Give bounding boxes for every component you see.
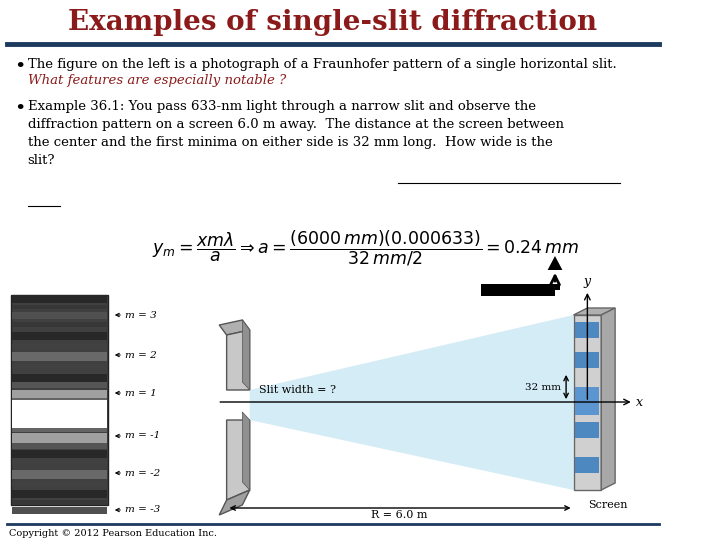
Polygon shape bbox=[227, 420, 250, 500]
Bar bbox=[12, 382, 107, 388]
Text: $y_m = \dfrac{xm\lambda}{a} \Rightarrow a = \dfrac{(6000\,mm)(0.000633)}{32\,mm/: $y_m = \dfrac{xm\lambda}{a} \Rightarrow … bbox=[152, 228, 579, 268]
Bar bbox=[12, 433, 107, 446]
Bar bbox=[12, 428, 107, 432]
Bar bbox=[12, 322, 107, 327]
Bar bbox=[12, 312, 107, 319]
Polygon shape bbox=[227, 330, 250, 390]
Text: R = 6.0 m: R = 6.0 m bbox=[372, 510, 428, 520]
Bar bbox=[12, 507, 107, 514]
Polygon shape bbox=[243, 320, 250, 390]
Text: m = -2: m = -2 bbox=[125, 469, 160, 477]
Text: Slit width = ?: Slit width = ? bbox=[259, 385, 336, 395]
Polygon shape bbox=[219, 320, 250, 335]
FancyArrow shape bbox=[548, 256, 562, 290]
Bar bbox=[12, 398, 107, 402]
Bar bbox=[12, 295, 107, 303]
Text: Copyright © 2012 Pearson Education Inc.: Copyright © 2012 Pearson Education Inc. bbox=[9, 529, 217, 537]
Polygon shape bbox=[250, 315, 574, 490]
Text: Example 36.1: You pass 633-nm light through a narrow slit and observe the
diffra: Example 36.1: You pass 633-nm light thro… bbox=[28, 100, 564, 167]
Bar bbox=[12, 344, 107, 349]
Text: y: y bbox=[584, 275, 591, 288]
Text: x: x bbox=[636, 395, 642, 408]
Bar bbox=[12, 332, 107, 340]
Bar bbox=[12, 352, 107, 361]
Bar bbox=[575, 387, 599, 415]
Bar bbox=[481, 284, 555, 296]
Bar bbox=[575, 322, 599, 338]
Bar bbox=[12, 443, 107, 449]
Text: m = 1: m = 1 bbox=[125, 388, 157, 397]
Text: 32 mm: 32 mm bbox=[526, 382, 562, 392]
Bar bbox=[12, 374, 107, 382]
Text: The figure on the left is a photograph of a Fraunhofer pattern of a single horiz: The figure on the left is a photograph o… bbox=[28, 58, 616, 71]
Text: Screen: Screen bbox=[588, 500, 627, 510]
Bar bbox=[12, 400, 107, 430]
Bar bbox=[12, 482, 107, 487]
Text: •: • bbox=[14, 100, 25, 118]
Text: •: • bbox=[14, 58, 25, 76]
Bar bbox=[575, 457, 599, 473]
Bar bbox=[12, 305, 107, 309]
Bar bbox=[574, 315, 601, 490]
Text: m = 2: m = 2 bbox=[125, 350, 157, 360]
Bar bbox=[550, 284, 559, 290]
Bar bbox=[12, 490, 107, 498]
Text: What features are especially notable ?: What features are especially notable ? bbox=[28, 74, 286, 87]
Bar bbox=[12, 364, 107, 369]
Bar bbox=[12, 460, 107, 465]
Text: m = 3: m = 3 bbox=[125, 310, 157, 320]
Bar bbox=[12, 450, 107, 458]
Polygon shape bbox=[219, 490, 250, 515]
Bar bbox=[12, 500, 107, 505]
Text: m = -3: m = -3 bbox=[125, 505, 160, 515]
Bar bbox=[575, 422, 599, 438]
Polygon shape bbox=[243, 412, 250, 490]
Bar bbox=[11, 295, 108, 505]
Bar bbox=[12, 470, 107, 479]
Text: Examples of single-slit diffraction: Examples of single-slit diffraction bbox=[68, 9, 598, 36]
Polygon shape bbox=[574, 308, 615, 315]
Bar bbox=[575, 352, 599, 368]
Text: m = -1: m = -1 bbox=[125, 431, 160, 441]
Polygon shape bbox=[601, 308, 615, 490]
Bar bbox=[12, 390, 107, 403]
